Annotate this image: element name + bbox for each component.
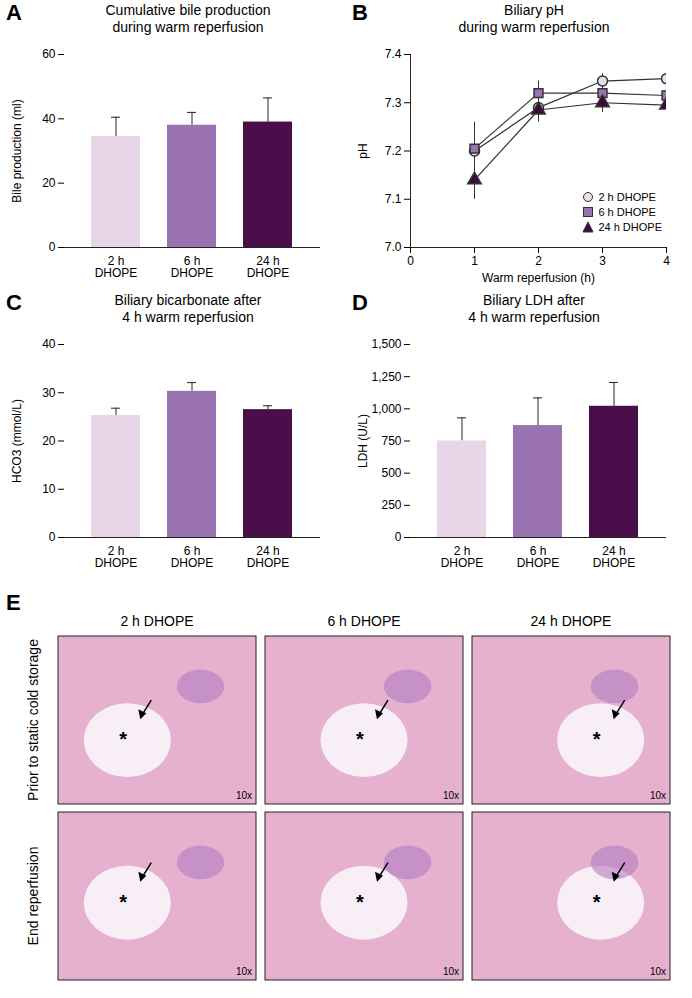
svg-text:4: 4 <box>663 254 670 268</box>
html-text:24 h DHOPE: 24 h DHOPE <box>598 220 662 233</box>
svg-text:60: 60 <box>42 47 56 61</box>
svg-text:6 hDHOPE: 6 hDHOPE <box>171 544 214 570</box>
html-text:B: B <box>352 0 368 25</box>
svg-text:*: * <box>356 891 364 913</box>
svg-text:End reperfusion: End reperfusion <box>25 847 41 946</box>
html-text:2 h DHOPE: 2 h DHOPE <box>598 190 656 203</box>
svg-text:LDH (U/L): LDH (U/L) <box>356 414 370 468</box>
svg-text:*: * <box>119 891 127 913</box>
svg-text:1,000: 1,000 <box>371 402 401 416</box>
svg-text:20: 20 <box>42 434 56 448</box>
html-text:6 h DHOPE: 6 h DHOPE <box>598 205 656 218</box>
html-text:Cumulative bile production dur: Cumulative bile production during warm r… <box>105 2 271 35</box>
svg-text:10x: 10x <box>443 790 459 801</box>
svg-text:2: 2 <box>535 254 542 268</box>
svg-text:10x: 10x <box>236 790 252 801</box>
svg-text:7.2: 7.2 <box>385 144 402 158</box>
svg-text:40: 40 <box>42 112 56 126</box>
svg-text:*: * <box>593 891 601 913</box>
svg-text:500: 500 <box>381 466 401 480</box>
svg-text:Warm reperfusion (h): Warm reperfusion (h) <box>482 271 595 285</box>
svg-text:6 hDHOPE: 6 hDHOPE <box>517 544 560 570</box>
svg-text:0: 0 <box>49 530 56 544</box>
svg-text:Prior to static cold storage: Prior to static cold storage <box>25 639 41 801</box>
svg-text:0: 0 <box>407 254 414 268</box>
svg-text:*: * <box>593 728 601 750</box>
html-text:Biliary LDH after 4 h warm rep: Biliary LDH after 4 h warm reperfusion <box>468 292 600 325</box>
svg-text:Bile production (ml): Bile production (ml) <box>10 99 24 202</box>
svg-text:750: 750 <box>381 434 401 448</box>
html-text:Biliary bicarbonate after 4 h: Biliary bicarbonate after 4 h warm reper… <box>114 292 262 325</box>
svg-text:0: 0 <box>49 240 56 254</box>
svg-text:2 hDHOPE: 2 hDHOPE <box>441 544 484 570</box>
svg-text:pH: pH <box>356 143 370 158</box>
svg-text:7.1: 7.1 <box>385 192 402 206</box>
svg-text:10x: 10x <box>236 966 252 977</box>
svg-text:1,250: 1,250 <box>371 370 401 384</box>
html-text:D: D <box>352 290 368 315</box>
svg-text:10x: 10x <box>650 790 666 801</box>
svg-text:20: 20 <box>42 176 56 190</box>
html-text:A: A <box>6 0 22 25</box>
svg-text:6 hDHOPE: 6 hDHOPE <box>171 254 214 280</box>
svg-text:7.3: 7.3 <box>385 96 402 110</box>
svg-text:7.0: 7.0 <box>385 240 402 254</box>
svg-text:3: 3 <box>599 254 606 268</box>
svg-text:6 h DHOPE: 6 h DHOPE <box>327 613 400 629</box>
svg-text:24 hDHOPE: 24 hDHOPE <box>247 254 290 280</box>
svg-text:10x: 10x <box>443 966 459 977</box>
html-text:C: C <box>6 290 22 315</box>
svg-text:2 hDHOPE: 2 hDHOPE <box>95 544 138 570</box>
svg-text:250: 250 <box>381 498 401 512</box>
svg-text:10x: 10x <box>650 966 666 977</box>
svg-text:2 h DHOPE: 2 h DHOPE <box>120 613 193 629</box>
svg-text:1,500: 1,500 <box>371 337 401 351</box>
svg-text:30: 30 <box>42 386 56 400</box>
svg-text:40: 40 <box>42 337 56 351</box>
svg-text:HCO3 (mmol/L): HCO3 (mmol/L) <box>10 399 24 483</box>
svg-text:E: E <box>6 590 21 615</box>
svg-text:1: 1 <box>471 254 478 268</box>
svg-text:7.4: 7.4 <box>385 47 402 61</box>
html-text:Biliary pH during warm reperfu: Biliary pH during warm reperfusion <box>458 2 610 35</box>
svg-text:24 hDHOPE: 24 hDHOPE <box>247 544 290 570</box>
svg-text:24 hDHOPE: 24 hDHOPE <box>593 544 636 570</box>
svg-text:24 h DHOPE: 24 h DHOPE <box>531 613 612 629</box>
svg-text:10: 10 <box>42 482 56 496</box>
svg-text:*: * <box>119 728 127 750</box>
svg-text:0: 0 <box>395 530 402 544</box>
svg-text:*: * <box>356 728 364 750</box>
svg-text:2 hDHOPE: 2 hDHOPE <box>95 254 138 280</box>
